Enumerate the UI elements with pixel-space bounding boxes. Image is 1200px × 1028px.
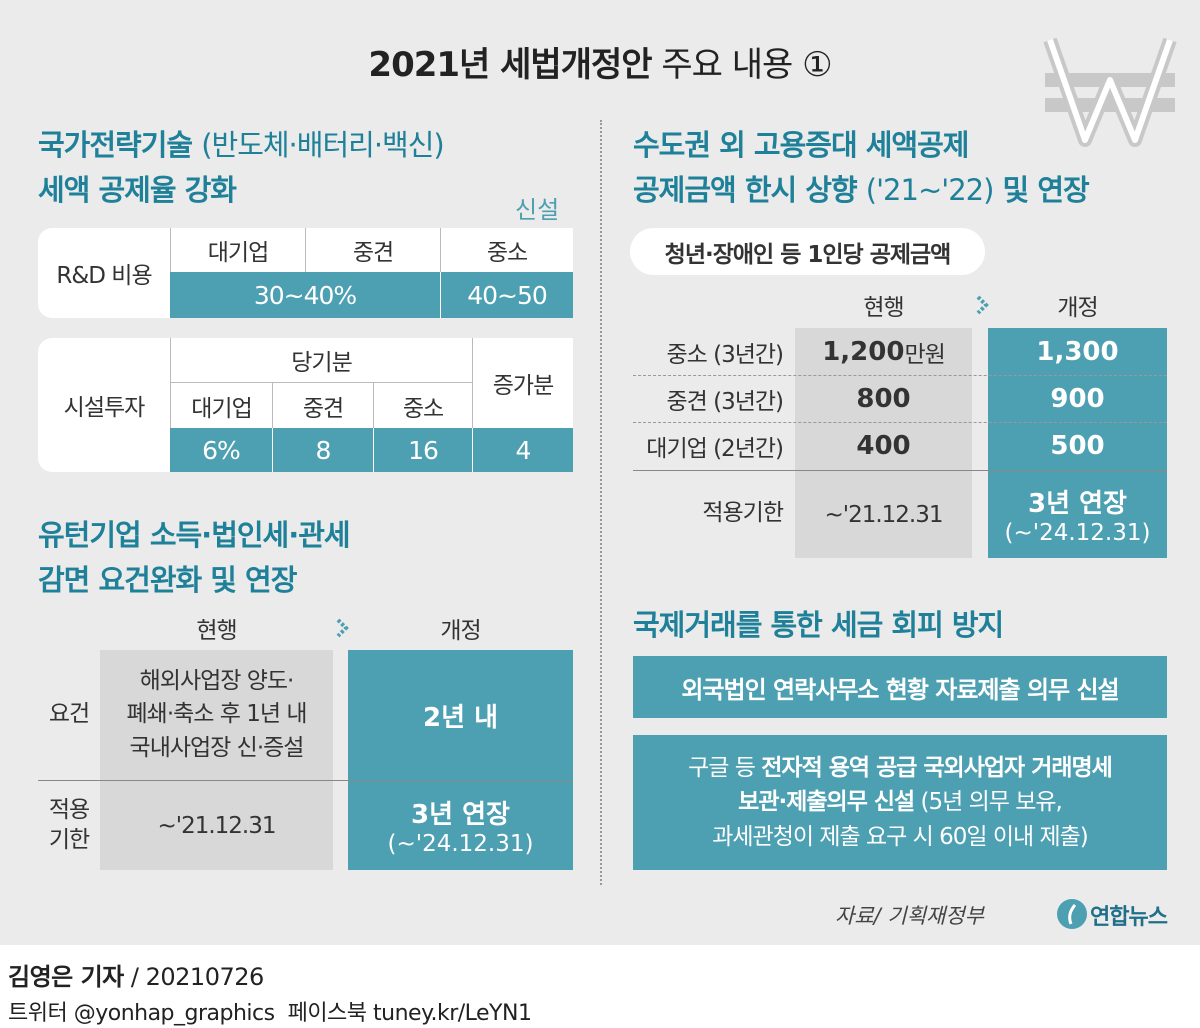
current-unit: 만원 xyxy=(904,341,945,368)
title: 2021년 세법개정안 주요 내용 ① xyxy=(0,35,1200,87)
title-bold: 및 연장 xyxy=(1002,173,1090,207)
current-value: 1,200 만원 xyxy=(795,328,972,375)
item-bold: 보관·제출의무 신설 xyxy=(738,789,915,816)
col-header: 개정 xyxy=(1057,295,1098,321)
logo-mark xyxy=(1057,899,1087,929)
item-line: 보관·제출의무 신설 (5년 의무 보유, xyxy=(738,785,1063,820)
section-title: 수도권 외 고용증대 세액공제 xyxy=(633,128,969,162)
header: 중소 xyxy=(373,383,472,428)
row-separator xyxy=(633,422,1167,423)
title-main: 2021년 세법개정안 xyxy=(368,44,652,85)
section-title: 국가전략기술 (반도체·배터리·백신) xyxy=(38,122,445,164)
item-box: 외국법인 연락사무소 현황 자료제출 의무 신설 xyxy=(633,656,1167,718)
logo-text: 연합뉴스 xyxy=(1090,905,1168,930)
row-separator xyxy=(633,470,1167,471)
won-icon xyxy=(1043,37,1177,147)
row-label: 대기업 (2년간) xyxy=(646,436,784,462)
header: 중소 xyxy=(440,228,573,272)
revised-value: 900 xyxy=(1050,383,1105,414)
value-cell: 8 xyxy=(272,428,373,472)
header: 중견 xyxy=(305,228,440,272)
header: 대기업 xyxy=(170,228,305,272)
won-highlight xyxy=(1047,39,1173,143)
revised-value: 500 xyxy=(1050,431,1105,461)
section-title: 유턴기업 소득·법인세·관세 xyxy=(38,518,351,552)
divider xyxy=(600,120,602,885)
current-number: 1,200 xyxy=(822,336,905,367)
revised-bold: 3년 연장 xyxy=(411,800,510,830)
credit: 김영은 기자 / 20210726 xyxy=(8,957,264,992)
group-header: 당기분 xyxy=(170,338,472,383)
revised-value: 3년 연장 (~'24.12.31) xyxy=(988,471,1167,558)
row-label: 시설투자 xyxy=(63,395,146,421)
col-header: 현행 xyxy=(863,295,904,321)
header: 증가분 xyxy=(472,338,573,428)
revised-value: 3년 연장 (~'24.12.31) xyxy=(348,781,573,870)
item-plain: 구글 등 xyxy=(688,754,756,781)
section-title: 공제금액 한시 상향 ('21~'22) 및 연장 xyxy=(633,167,1090,209)
reporter: 김영은 기자 xyxy=(8,963,124,991)
title-bold: 공제금액 한시 상향 xyxy=(633,173,858,207)
tag: 신설 xyxy=(515,196,560,224)
won-w xyxy=(1047,39,1173,143)
section-title: 감면 요건완화 및 연장 xyxy=(38,563,297,597)
revised-col xyxy=(988,328,1167,558)
row-label: 적용 기한 xyxy=(48,796,90,853)
chevron-line xyxy=(336,618,349,638)
current-value: 800 xyxy=(856,383,911,414)
revised-col xyxy=(348,650,573,870)
item-line: 구글 등 전자적 용역 공급 국외사업자 거래명세 xyxy=(688,751,1113,786)
col-header: 현행 xyxy=(196,618,237,644)
section-title: 세액 공제율 강화 xyxy=(38,173,237,207)
current-value: ~'21.12.31 xyxy=(824,501,943,528)
value-cell: 4 xyxy=(472,428,573,472)
value-cell: 30~40% xyxy=(170,272,440,318)
row-label: 적용기한 xyxy=(702,500,784,526)
current-col xyxy=(795,328,972,558)
pill: 청년·장애인 등 1인당 공제금액 xyxy=(630,228,985,275)
title-sub: 주요 내용 ① xyxy=(661,44,832,85)
chevron xyxy=(976,295,989,315)
current-col xyxy=(100,650,333,870)
logo-circle xyxy=(1057,899,1087,929)
revised-value: 2년 내 xyxy=(423,702,498,733)
current-value: 400 xyxy=(856,431,911,461)
title-paren: ('21~'22) xyxy=(865,173,995,207)
value-cell: 16 xyxy=(373,428,472,472)
revised-bold: 3년 연장 xyxy=(1028,489,1127,519)
title-bold: 국가전략기술 xyxy=(38,128,193,162)
row-label: 중견 (3년간) xyxy=(666,388,784,415)
value-cell: 6% xyxy=(170,428,272,472)
item-bold: 전자적 용역 공급 국외사업자 거래명세 xyxy=(761,754,1113,781)
source: 자료/ 기획재정부 xyxy=(835,904,984,928)
item-plain: (5년 의무 보유, xyxy=(920,789,1063,816)
section-title: 국제거래를 통한 세금 회피 방지 xyxy=(633,608,1004,642)
header: 중견 xyxy=(272,383,373,428)
date: / 20210726 xyxy=(130,963,264,991)
title-paren: (반도체·배터리·백신) xyxy=(201,128,445,162)
social: 트위터 @yonhap_graphics 페이스북 tuney.kr/LeYN1 xyxy=(8,1001,532,1026)
revised-sub: (~'24.12.31) xyxy=(387,831,534,857)
item-line: 과세관청이 제출 요구 시 60일 이내 제출) xyxy=(712,823,1089,850)
current-value: 해외사업장 양도· 폐쇄·축소 후 1년 내 국내사업장 신·증설 xyxy=(126,667,308,761)
revised-sub: (~'24.12.31) xyxy=(1004,520,1151,546)
row-label: 요건 xyxy=(48,701,90,728)
value-cell: 40~50 xyxy=(440,272,573,318)
row-label: R&D 비용 xyxy=(56,263,152,289)
row-label: 중소 (3년간) xyxy=(666,341,784,368)
revised-value: 1,300 xyxy=(1036,336,1119,367)
item-box: 구글 등 전자적 용역 공급 국외사업자 거래명세 보관·제출의무 신설 (5년… xyxy=(633,735,1167,870)
chevron xyxy=(336,618,349,638)
row-separator xyxy=(633,375,1167,376)
chevron-line xyxy=(976,295,989,315)
logo-stroke xyxy=(1068,904,1077,925)
header: 대기업 xyxy=(170,383,272,428)
col-header: 개정 xyxy=(440,618,481,644)
current-value: ~'21.12.31 xyxy=(157,812,276,839)
row-separator xyxy=(38,780,573,781)
